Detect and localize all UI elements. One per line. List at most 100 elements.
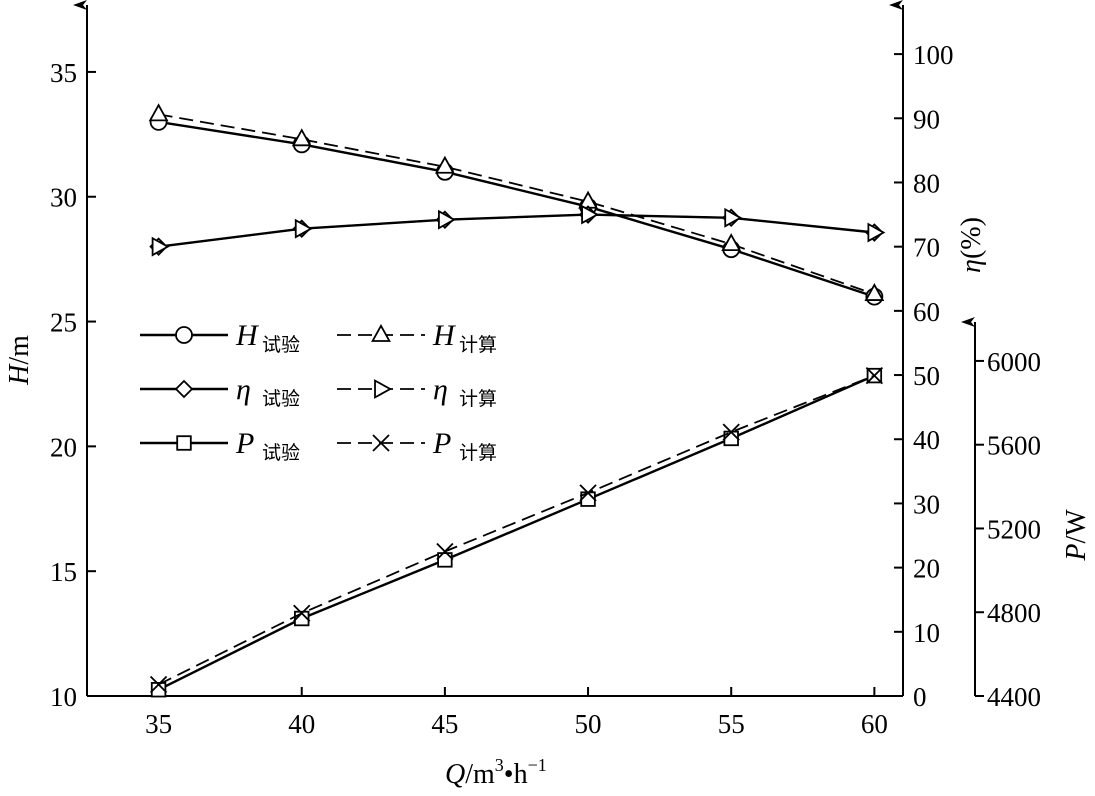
y-right-tick-label: 80	[913, 168, 940, 198]
legend-sublabel: 试验	[262, 442, 300, 464]
data-point	[150, 682, 167, 698]
series-layer	[148, 103, 886, 698]
data-point	[864, 283, 885, 301]
y-right-tick-label: 10	[913, 618, 940, 648]
data-point	[579, 484, 597, 502]
y-right2-tick-label: 4800	[987, 598, 1041, 628]
legend-label: η	[433, 373, 448, 406]
legend-marker	[372, 434, 390, 452]
legend-marker	[174, 379, 194, 399]
legend-item: η 计算	[337, 373, 497, 410]
legend-item: P 计算	[337, 427, 497, 464]
legend-item: H 试验	[140, 319, 300, 356]
legend-label: P	[432, 427, 451, 460]
x-marker-stroke	[149, 675, 168, 694]
x-axis-label-part: 3	[495, 755, 504, 775]
x-marker-stroke	[722, 423, 740, 441]
y-left-tick-label: 20	[50, 432, 77, 462]
legend-sublabel: 计算	[459, 388, 497, 410]
data-point	[721, 233, 742, 252]
x-axis-label-part: •	[504, 759, 514, 790]
y-left-axis-label-var: H	[4, 363, 35, 386]
legend-sublabel: 计算	[459, 334, 497, 356]
x-marker-stroke	[865, 366, 884, 385]
series-3	[151, 204, 886, 257]
x-tick-label: 35	[145, 709, 172, 739]
y-right2-tick-label: 4400	[987, 682, 1041, 712]
x-tick-label: 55	[718, 709, 745, 739]
y-right-tick-label: 100	[913, 40, 954, 70]
y-right2-axis-label-unit: /W	[1061, 509, 1092, 544]
y-left-axis-label: H/m	[4, 335, 35, 386]
y-right-axis-label: η(%)	[956, 217, 987, 273]
x-marker-stroke	[372, 434, 390, 452]
y-right-axis-label-var: η	[956, 259, 987, 273]
series-line	[158, 113, 875, 295]
y-left-axis-label-unit: /m	[4, 335, 35, 365]
y-right2-tick-label: 5600	[987, 431, 1041, 461]
legend-marker	[374, 379, 393, 399]
y-right-tick-label: 60	[913, 297, 940, 327]
x-axis-label-part: h	[514, 759, 528, 790]
y-right-axis-label-unit: (%)	[956, 217, 987, 259]
y-right-tick-label: 30	[913, 489, 940, 519]
y-right2-tick-label: 5200	[987, 514, 1041, 544]
data-point	[293, 604, 311, 622]
y-left-tick-label: 30	[50, 183, 77, 213]
data-point	[148, 103, 169, 122]
data-point	[867, 222, 886, 243]
x-marker-stroke	[579, 484, 597, 502]
y-left-tick-label: 25	[50, 308, 77, 338]
legend-sublabel: 试验	[262, 388, 300, 410]
x-tick-label: 50	[575, 709, 602, 739]
data-point	[438, 209, 456, 230]
legend-label: H	[235, 319, 260, 352]
y-right2-axis-label: P/W	[1061, 509, 1092, 562]
y-right-tick-label: 50	[913, 361, 940, 391]
legend-item: H 计算	[337, 319, 497, 356]
data-point	[722, 423, 740, 441]
data-point	[294, 218, 313, 239]
y-left-tick-label: 15	[50, 557, 77, 587]
legend-marker	[175, 326, 193, 344]
data-point	[581, 204, 600, 225]
legend-item: P 试验	[140, 427, 300, 464]
legend-marker	[176, 435, 192, 451]
legend: H 试验 H 计算η 试验 η 计算P 试验 P 计算	[140, 319, 497, 464]
x-tick-label: 45	[431, 709, 458, 739]
x-tick-label: 60	[861, 709, 888, 739]
series-line	[158, 120, 875, 298]
legend-item: η 试验	[140, 373, 300, 410]
series-1	[148, 103, 885, 301]
y-right-tick-label: 90	[913, 104, 940, 134]
data-point	[865, 366, 884, 385]
series-4	[150, 367, 883, 698]
y-left-tick-label: 35	[50, 58, 77, 88]
y-right-tick-label: 0	[913, 682, 927, 712]
series-line	[158, 374, 875, 686]
y-left-tick-label: 10	[50, 682, 77, 712]
x-axis-label-part: Q	[445, 759, 465, 790]
data-point	[291, 128, 312, 147]
x-axis-label: Q/m3•h−1	[445, 755, 547, 790]
data-point	[434, 155, 455, 174]
y-right-tick-label: 20	[913, 554, 940, 584]
data-point	[149, 675, 168, 694]
data-point	[724, 207, 743, 228]
legend-label: P	[235, 427, 254, 460]
series-line	[158, 213, 875, 248]
y-right2-tick-label: 6000	[987, 347, 1041, 377]
y-right2-axis-label-var: P	[1061, 544, 1092, 562]
series-5	[149, 366, 884, 694]
axes: 35 40 45 50 55 60 10 15 20 25 30 35 0 10 20 30 40 50 60 70 8…	[50, 0, 1041, 739]
series-0	[149, 112, 884, 306]
legend-sublabel: 计算	[459, 442, 497, 464]
x-marker-stroke	[293, 604, 311, 622]
data-point	[437, 552, 453, 568]
x-axis-label-part: −1	[528, 755, 547, 775]
x-tick-label: 40	[288, 709, 315, 739]
series-2	[149, 205, 884, 256]
data-point	[151, 236, 170, 257]
x-marker-stroke	[436, 542, 454, 561]
